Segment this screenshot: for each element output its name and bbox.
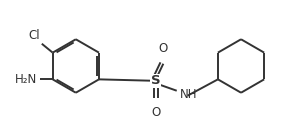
Text: O: O [158,42,168,55]
Text: S: S [151,74,161,87]
Text: O: O [151,106,161,119]
Text: NH: NH [180,88,197,101]
Text: Cl: Cl [28,29,40,42]
Text: H₂N: H₂N [15,73,37,86]
